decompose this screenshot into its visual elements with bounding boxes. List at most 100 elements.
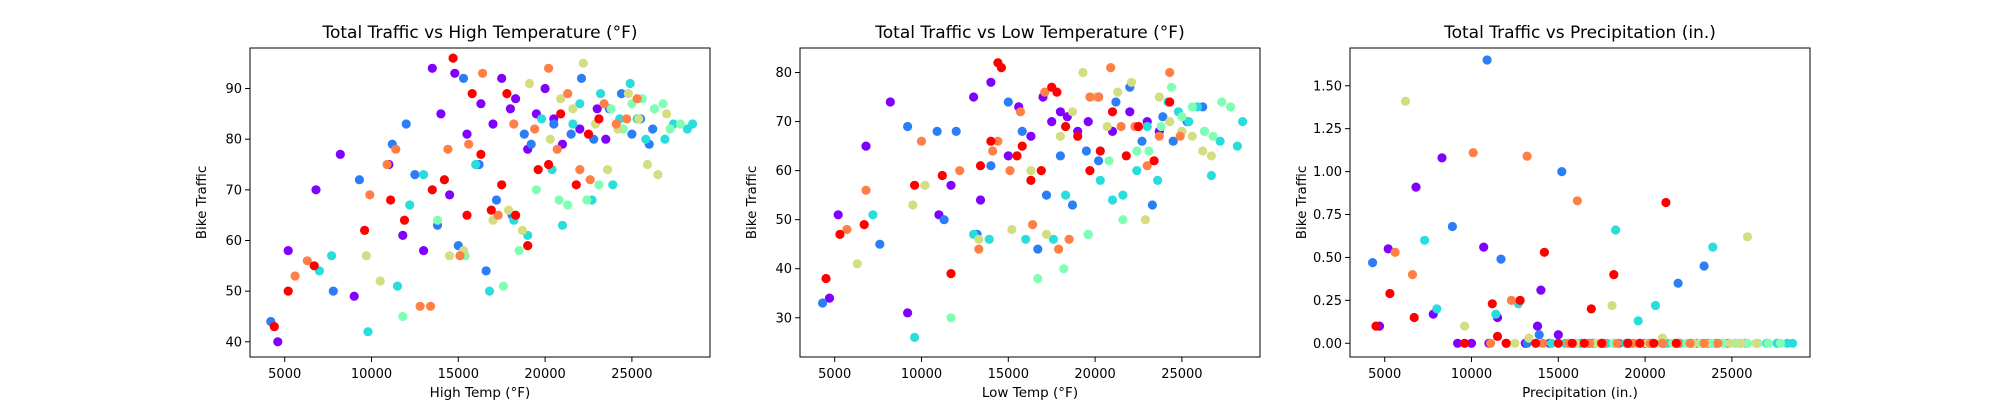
data-point (1699, 261, 1709, 271)
data-point (1524, 333, 1534, 343)
data-point (283, 246, 293, 256)
data-point (375, 276, 385, 286)
data-point (1225, 102, 1236, 112)
data-point (1187, 102, 1197, 112)
data-point (467, 89, 477, 99)
data-point (833, 210, 843, 220)
data-point (283, 286, 293, 296)
data-point (1094, 156, 1104, 166)
data-point (582, 195, 592, 205)
data-point (1118, 215, 1128, 225)
data-point (996, 63, 1007, 73)
data-point (425, 301, 436, 311)
data-point (486, 205, 496, 215)
data-point (1166, 82, 1177, 92)
data-point (1121, 151, 1131, 161)
data-point (1532, 321, 1543, 331)
data-point (603, 165, 613, 175)
data-point (1094, 92, 1104, 102)
data-point (502, 89, 512, 99)
data-point (988, 146, 998, 156)
data-point (986, 161, 996, 171)
data-point (1184, 117, 1194, 127)
data-point (660, 134, 670, 144)
data-point (509, 119, 519, 129)
data-point (1017, 141, 1027, 151)
data-point (439, 175, 449, 185)
data-point (649, 104, 660, 114)
data-point (464, 139, 474, 149)
data-point (1061, 121, 1071, 132)
data-point (641, 134, 651, 144)
data-point (1536, 285, 1546, 295)
x-axis-label: Low Temp (°F) (982, 385, 1078, 400)
data-point (1021, 234, 1031, 244)
data-point (1026, 131, 1036, 141)
y-tick-label: 1.50 (1313, 79, 1342, 94)
data-point (481, 266, 491, 276)
data-point (360, 225, 370, 235)
data-point (1487, 299, 1497, 309)
data-point (1407, 270, 1418, 280)
data-point (1067, 107, 1078, 117)
data-point (903, 308, 913, 318)
data-point (1742, 232, 1753, 242)
data-point (1432, 304, 1442, 314)
data-point (1217, 97, 1227, 107)
y-tick-label: 0.25 (1313, 294, 1342, 309)
data-point (309, 261, 319, 271)
data-point (824, 293, 835, 303)
y-axis-label: Bike Traffic (744, 166, 760, 240)
data-point (583, 129, 594, 139)
data-point (1064, 234, 1074, 244)
data-point (1026, 175, 1036, 185)
data-point (1028, 220, 1038, 230)
data-point (1199, 126, 1210, 136)
data-point (273, 337, 283, 347)
scatter-points (818, 58, 1248, 342)
data-point (1033, 273, 1043, 284)
data-point (653, 170, 663, 180)
x-tick-label: 10000 (351, 367, 392, 382)
data-point (1052, 87, 1062, 97)
data-point (1154, 131, 1164, 141)
data-point (497, 73, 507, 83)
data-point (875, 239, 885, 249)
data-point (524, 78, 535, 89)
data-point (1437, 153, 1447, 163)
data-point (1763, 338, 1773, 348)
data-point (632, 94, 642, 104)
data-point (1612, 338, 1622, 348)
data-point (1067, 200, 1078, 210)
data-point (885, 97, 895, 107)
data-point (859, 220, 869, 230)
data-point (1061, 190, 1071, 200)
y-tick-label: 60 (775, 164, 792, 179)
data-point (1003, 151, 1013, 161)
data-point (903, 121, 913, 132)
data-point (852, 259, 862, 269)
data-point (557, 220, 568, 230)
data-point (1699, 338, 1709, 348)
data-point (1017, 126, 1027, 136)
data-point (578, 58, 588, 68)
data-point (1238, 117, 1248, 127)
data-point (946, 180, 956, 190)
data-point (1118, 190, 1128, 200)
data-point (946, 313, 956, 323)
data-point (1026, 166, 1036, 176)
data-point (484, 286, 495, 296)
data-point (606, 104, 616, 114)
y-tick-label: 80 (775, 66, 792, 81)
data-point (1586, 304, 1596, 314)
data-point (415, 301, 425, 311)
data-point (1453, 338, 1463, 348)
x-tick-label: 10000 (1451, 367, 1492, 382)
data-point (1742, 338, 1753, 348)
data-point (599, 99, 609, 109)
data-point (662, 109, 672, 119)
data-point (1059, 264, 1069, 274)
data-point (622, 114, 632, 124)
data-point (571, 180, 581, 190)
data-point (818, 298, 828, 308)
